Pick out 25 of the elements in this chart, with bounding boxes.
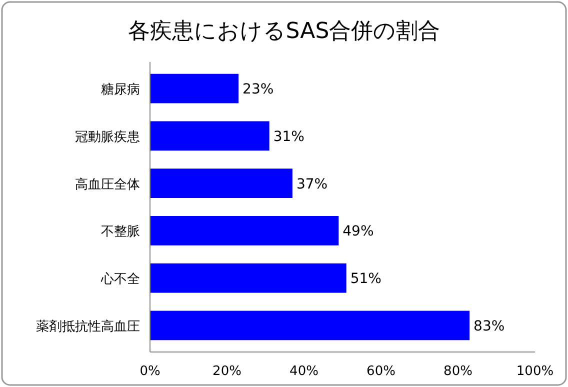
x-tick-label: 100% [516,364,554,379]
x-tick-label: 60% [366,364,396,379]
x-tick-label: 20% [212,364,242,379]
y-tick-label: 不整脈 [101,224,140,240]
x-tick-label: 80% [444,364,472,379]
x-tick-label: 0% [140,364,160,379]
bar [150,263,346,293]
y-tick-label: 薬剤抵抗性高血圧 [36,318,140,334]
y-tick-label: 冠動脈疾患 [75,130,140,145]
data-label: 31% [273,128,304,145]
y-tick-label: 糖尿病 [101,82,140,98]
data-label: 51% [350,271,382,288]
data-label: 23% [242,82,274,98]
data-label: 83% [474,318,505,334]
bar [150,168,292,198]
y-tick-label: 高血圧全体 [75,176,140,192]
chart-title: 各疾患におけるSAS合併の割合 [128,19,440,44]
data-label: 37% [296,176,328,192]
bar [150,74,239,104]
bar [150,121,270,151]
y-tick-label: 心不全 [100,271,140,288]
data-label: 49% [342,224,374,240]
x-tick-label: 40% [290,364,318,379]
bar [150,216,339,246]
bar [150,310,470,340]
